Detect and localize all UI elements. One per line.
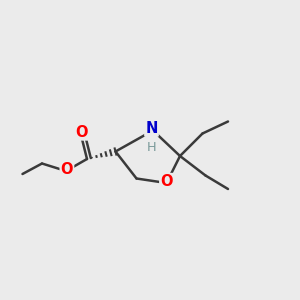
Text: O: O: [61, 162, 73, 177]
Text: N: N: [145, 121, 158, 136]
Text: O: O: [160, 174, 173, 189]
Text: H: H: [147, 140, 156, 154]
Text: O: O: [75, 124, 87, 140]
